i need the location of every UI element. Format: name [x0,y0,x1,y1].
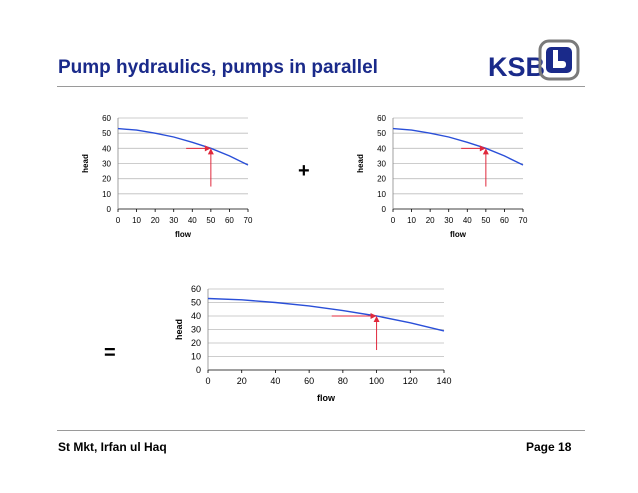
y-tick-label: 40 [191,311,201,321]
footer-author: St Mkt, Irfan ul Haq [58,440,167,454]
x-tick-label: 20 [426,216,435,225]
x-tick-label: 30 [169,216,178,225]
operating-point-vertical-arrowhead [482,148,489,155]
y-tick-label: 20 [102,175,111,184]
y-tick-label: 60 [191,284,201,294]
pump-curve-line [207,297,445,332]
y-tick-label: 50 [377,129,386,138]
y-tick-label: 50 [102,129,111,138]
y-axis-title: head [81,154,90,173]
y-axis-title: head [356,154,365,173]
y-tick-label: 30 [191,325,201,335]
operating-point-vertical-arrowhead [207,148,214,155]
page-number: Page 18 [526,440,572,454]
combined-pump-curve-chart: 0 10 20 30 40 50 60 0 20 40 60 80 100 120 140 flow head [174,284,452,403]
x-tick-label: 40 [270,376,280,386]
operating-point-horizontal-arrowhead [479,145,486,152]
equals-sign: = [104,342,116,364]
x-tick-label: 60 [304,376,314,386]
x-tick-label: 70 [244,216,253,225]
ksb-logo: KSB [488,39,580,82]
x-tick-label: 50 [206,216,215,225]
x-tick-label: 30 [444,216,453,225]
y-tick-label: 60 [377,114,386,123]
pump-curve-chart-2: 0 10 20 30 40 50 60 0 10 20 30 40 50 60 70 flow head [356,114,528,239]
pump-curve-line [392,127,524,166]
header-divider [57,86,585,87]
x-tick-label: 40 [463,216,472,225]
x-tick-label: 10 [132,216,141,225]
x-tick-label: 0 [391,216,396,225]
slide-title: Pump hydraulics, pumps in parallel [58,57,378,78]
pump-curve-chart-1: 0 10 20 30 40 50 60 0 10 20 30 40 50 60 70 flow head [81,114,253,239]
y-tick-label: 20 [377,175,386,184]
y-axis-title: head [174,319,184,340]
x-tick-label: 20 [237,376,247,386]
y-tick-label: 40 [377,144,386,153]
y-tick-label: 30 [102,160,111,169]
y-tick-label: 0 [382,205,387,214]
x-tick-label: 100 [369,376,384,386]
y-tick-label: 20 [191,338,201,348]
x-tick-label: 0 [116,216,121,225]
operating-point-vertical-arrowhead [373,316,380,322]
y-tick-label: 30 [377,160,386,169]
y-tick-label: 0 [107,205,112,214]
logo-text: KSB [488,52,545,82]
operating-point-horizontal-arrowhead [204,145,211,152]
x-axis-title: flow [175,230,192,239]
x-tick-label: 60 [500,216,509,225]
x-axis-title: flow [450,230,467,239]
footer-divider [57,430,585,431]
x-tick-label: 120 [403,376,418,386]
y-tick-label: 10 [191,352,201,362]
pump-curve-line [117,127,249,166]
x-tick-label: 0 [205,376,210,386]
y-tick-label: 40 [102,144,111,153]
y-tick-label: 10 [102,190,111,199]
x-tick-label: 70 [519,216,528,225]
y-tick-label: 50 [191,298,201,308]
x-tick-label: 50 [481,216,490,225]
x-axis-title: flow [317,393,336,403]
x-tick-label: 80 [338,376,348,386]
x-tick-label: 20 [151,216,160,225]
y-tick-label: 10 [377,190,386,199]
y-tick-label: 60 [102,114,111,123]
x-tick-label: 40 [188,216,197,225]
x-tick-label: 10 [407,216,416,225]
operating-point-horizontal-arrowhead [370,313,377,319]
x-tick-label: 140 [436,376,451,386]
x-tick-label: 60 [225,216,234,225]
y-tick-label: 0 [196,365,201,375]
plus-sign: + [298,160,310,182]
